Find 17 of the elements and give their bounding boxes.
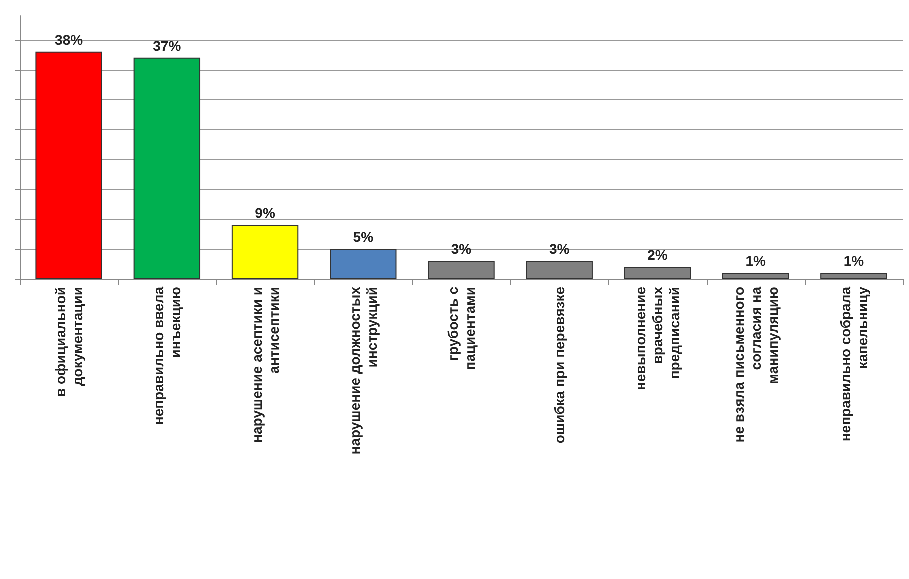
data-label: 3% [549,241,570,258]
data-label: 5% [353,229,374,246]
x-tick-label: нарушение должностых инструкций [346,286,380,455]
data-label: 1% [746,253,766,270]
data-label: 3% [451,241,472,258]
x-tick-label: в официальной документации [52,287,86,398]
data-label: 38% [55,32,84,48]
data-label: 1% [844,253,865,270]
data-label: 37% [153,38,182,54]
x-tick-label: неправильно ввела инъекцию [150,286,184,426]
x-tick-label: ошибка при перевязке [552,286,568,444]
bar [232,225,299,279]
bar [330,249,397,279]
bar [134,58,201,279]
data-label: 2% [648,247,668,264]
bar [36,52,102,279]
data-label: 9% [255,205,276,222]
